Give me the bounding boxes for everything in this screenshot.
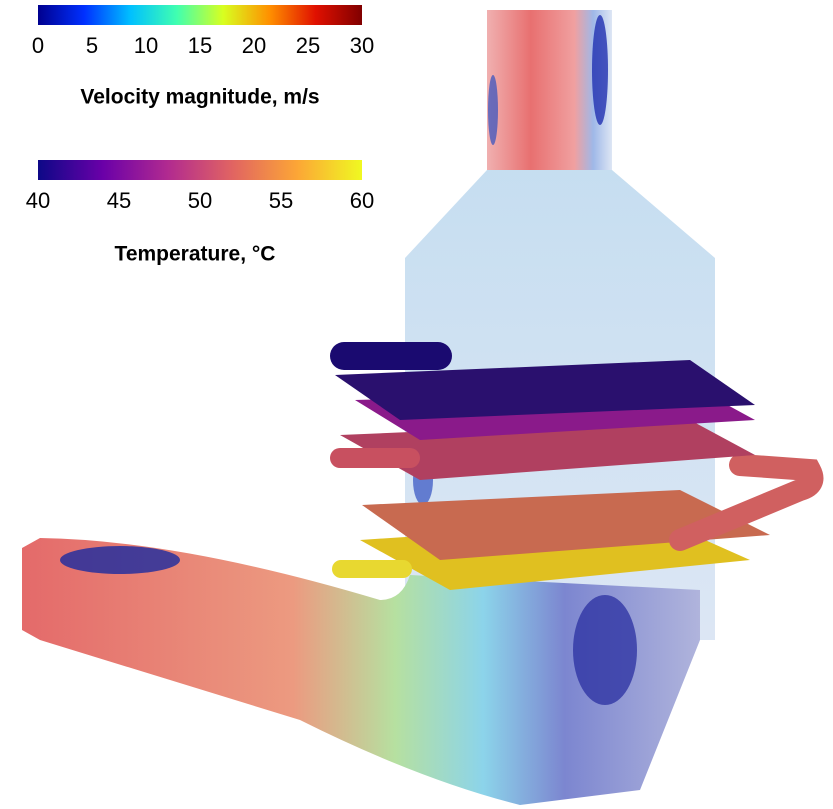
heat-exchanger <box>330 342 812 590</box>
vortex <box>60 546 180 574</box>
colorbar <box>38 160 362 180</box>
tick-label: 5 <box>86 33 98 58</box>
tick-label: 45 <box>107 188 131 213</box>
tick-label: 55 <box>269 188 293 213</box>
tick-label: 15 <box>188 33 212 58</box>
colorbar <box>38 5 362 25</box>
figure: 0 5 10 15 20 25 30 Velocity magnitude, m/s 40 45 5… <box>0 0 833 809</box>
tick-label: 0 <box>32 33 44 58</box>
tick-label: 20 <box>242 33 266 58</box>
vortex <box>592 15 608 125</box>
colorbar-label: Temperature, °C <box>115 243 276 266</box>
pipe <box>332 560 412 578</box>
vortex <box>488 75 498 145</box>
tick-label: 60 <box>350 188 374 213</box>
tick-label: 10 <box>134 33 158 58</box>
vortex <box>573 595 637 705</box>
tick-label: 40 <box>26 188 50 213</box>
pipe <box>330 342 452 370</box>
tick-label: 30 <box>350 33 374 58</box>
colorbar-label: Velocity magnitude, m/s <box>80 86 319 109</box>
pipe <box>330 448 420 468</box>
tick-label: 50 <box>188 188 212 213</box>
tick-label: 25 <box>296 33 320 58</box>
